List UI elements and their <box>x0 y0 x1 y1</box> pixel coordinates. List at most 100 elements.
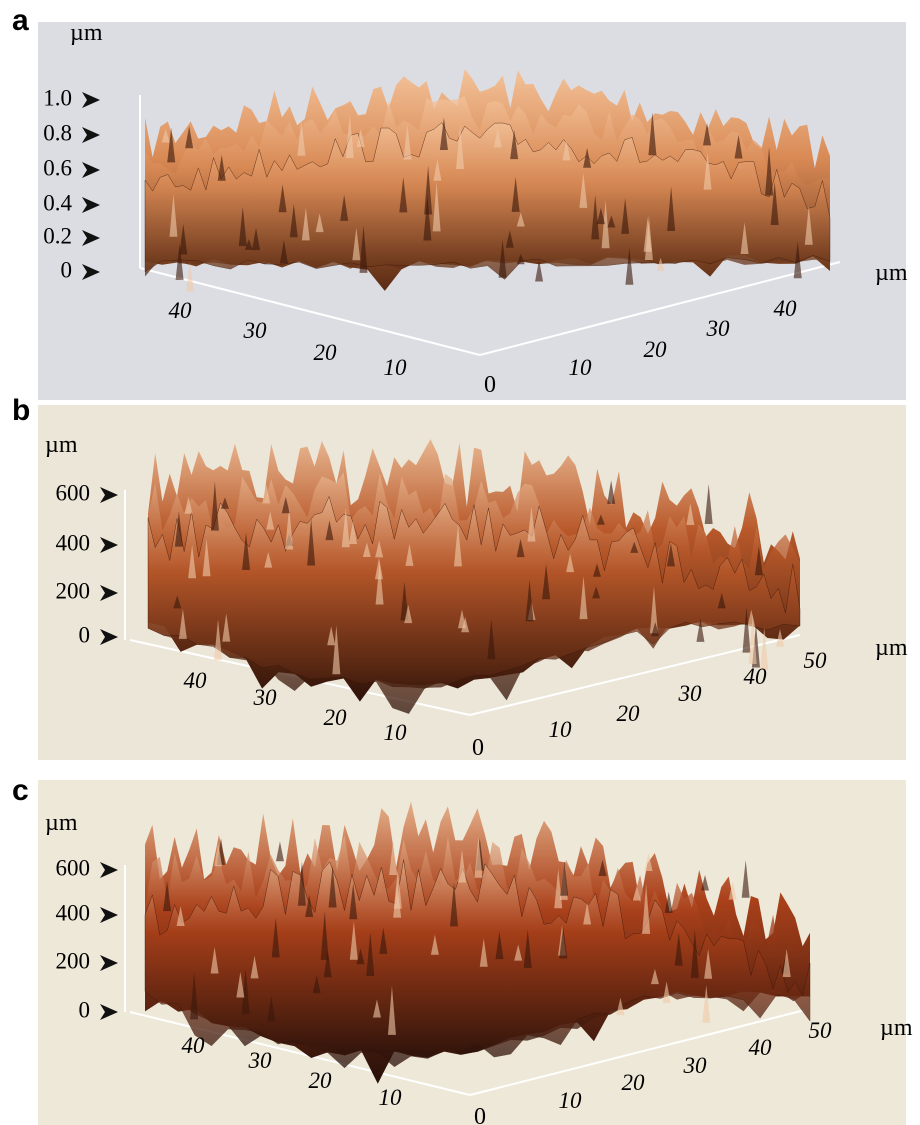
surface-spike <box>405 543 414 566</box>
z-tick-label: 600 <box>56 855 91 880</box>
surface-spike <box>214 842 223 867</box>
arrow <box>100 585 118 601</box>
y-tick-label: 30 <box>678 681 703 706</box>
surface-spike <box>630 541 639 553</box>
y-tick-label: 20 <box>622 1070 646 1095</box>
surface-spike <box>307 518 316 566</box>
surface-spike <box>728 881 737 900</box>
surface-spike <box>400 581 409 621</box>
surface-spike <box>642 884 651 934</box>
surface-spike <box>505 230 514 248</box>
surface-spike <box>579 576 588 620</box>
surface-spike <box>579 172 588 208</box>
surface-spike <box>366 932 375 976</box>
surface-spike <box>566 553 575 573</box>
surface-spike <box>804 205 813 245</box>
surface-spike <box>264 552 273 568</box>
y-tick-label: 40 <box>744 664 768 689</box>
surface-spike <box>341 507 350 548</box>
surface-spike <box>598 859 607 877</box>
z-tick-label: 0 <box>79 997 91 1022</box>
surface-spike <box>305 894 314 917</box>
z-unit: µm <box>45 810 78 836</box>
x-tick-label: 10 <box>379 1085 403 1110</box>
surface-spike <box>163 880 172 912</box>
x-tick-label: 40 <box>184 668 208 693</box>
surface-spike <box>583 147 592 168</box>
x-tick-label: 10 <box>384 720 408 745</box>
arrow <box>100 537 118 553</box>
z-tick-label: 600 <box>56 480 91 505</box>
surface-spike <box>562 140 571 161</box>
surface-spike <box>760 627 769 670</box>
arrow <box>82 230 100 246</box>
surface-spike <box>275 841 284 862</box>
surface-spike <box>666 543 675 567</box>
surface-spike <box>601 200 610 249</box>
surface-spike <box>327 626 336 646</box>
surface-spike <box>433 159 442 181</box>
arrow <box>82 162 100 178</box>
surface-spike <box>241 968 250 1015</box>
surface-spike <box>754 546 763 576</box>
surface-spike <box>542 563 551 600</box>
y-tick-label: 50 <box>804 648 828 673</box>
surface-spike <box>456 125 465 170</box>
surface-spike <box>267 995 276 1022</box>
surface-spike <box>340 194 349 221</box>
panel-label: a <box>12 4 29 37</box>
surface-spike <box>356 128 365 147</box>
surface-spike <box>285 506 294 550</box>
x-tick-label: 20 <box>324 705 348 730</box>
surface-spike <box>527 506 536 542</box>
surface-spike <box>379 927 388 954</box>
y-tick-label: 50 <box>809 1018 833 1043</box>
surface-spike <box>649 586 658 634</box>
surface-spike <box>222 613 231 642</box>
z-tick-label: 400 <box>56 530 91 555</box>
surface-spike <box>289 204 298 238</box>
surface-spike <box>372 999 381 1018</box>
surface-spike <box>696 618 705 642</box>
xy-unit: µm <box>875 635 908 661</box>
surface-spike <box>210 946 219 974</box>
surface-spike <box>632 886 641 901</box>
surface-spike <box>449 882 458 927</box>
arrow <box>100 1004 118 1020</box>
y-tick-label: 10 <box>549 717 573 742</box>
surface-spike <box>320 911 329 960</box>
surface-spike <box>458 849 467 883</box>
arrow <box>100 907 118 923</box>
y-tick-label: 20 <box>644 337 668 362</box>
surface-spike <box>262 484 271 504</box>
surface-spike <box>328 865 337 908</box>
surface-spike <box>516 253 525 265</box>
surface-spike <box>734 134 743 159</box>
x-axis <box>139 267 481 356</box>
surface-spike <box>190 971 199 1020</box>
surface-spike <box>525 579 534 622</box>
surface-spike <box>387 985 396 1035</box>
surface-spike <box>266 511 275 530</box>
surface-spike <box>374 557 383 580</box>
surface-spike <box>356 948 365 965</box>
surface-spike <box>220 497 229 509</box>
x-tick-label: 40 <box>182 1033 206 1058</box>
arrow <box>82 197 100 213</box>
surface-spike <box>175 243 184 280</box>
surface-spike <box>214 619 223 661</box>
x-tick-label: 20 <box>309 1068 333 1093</box>
z-tick-label: 0.2 <box>43 223 72 248</box>
surface-spike <box>349 882 358 920</box>
surface-spike <box>453 524 462 567</box>
surface-spike <box>493 128 502 148</box>
origin-label: 0 <box>474 1104 486 1125</box>
surface-spike <box>178 609 187 639</box>
z-tick-label: 0.6 <box>43 155 72 180</box>
surface-spike <box>424 165 433 215</box>
surface-spike <box>479 938 488 967</box>
surface-spike <box>161 128 170 143</box>
surface-spike <box>393 883 402 918</box>
